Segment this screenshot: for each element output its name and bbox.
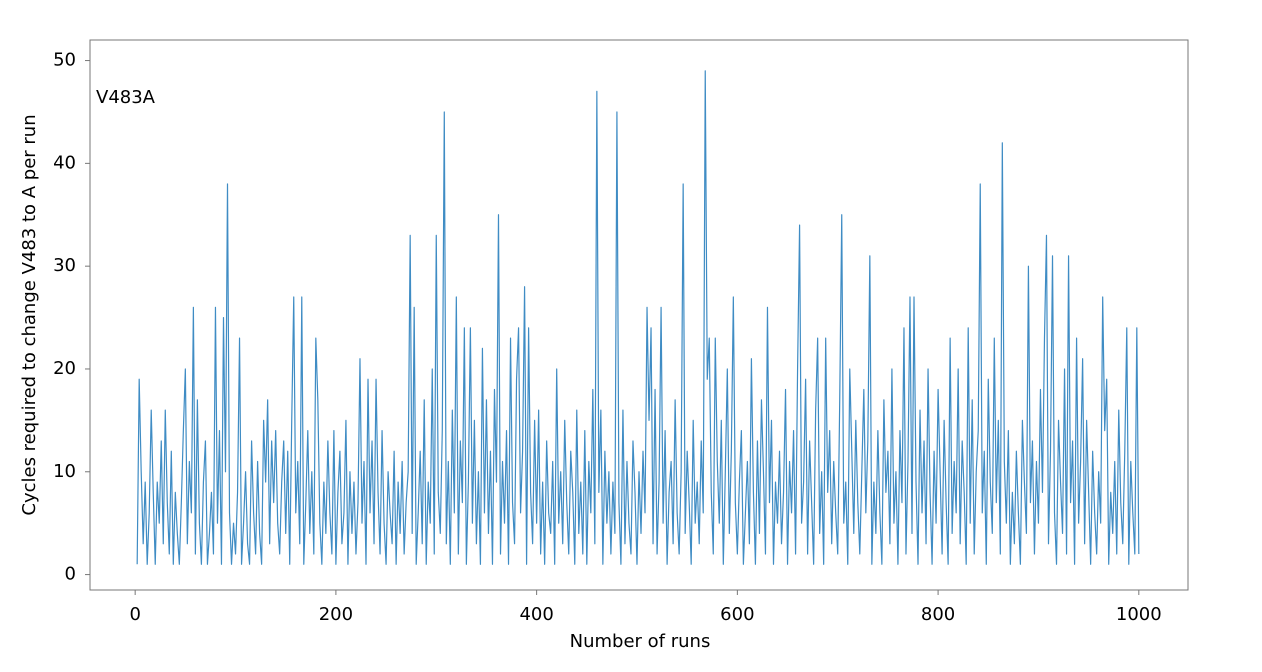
plot-frame: [89, 39, 1189, 591]
y-axis-label: Cycles required to change V483 to A per …: [19, 114, 40, 515]
y-tick-label: 0: [65, 564, 76, 585]
x-tick-label: 600: [720, 604, 754, 625]
x-tick-label: 400: [519, 604, 553, 625]
x-tick-label: 800: [921, 604, 955, 625]
x-axis-label: Number of runs: [570, 631, 711, 652]
x-tick-label: 200: [319, 604, 353, 625]
y-tick-label: 10: [53, 461, 76, 482]
x-tick-label: 1000: [1116, 604, 1162, 625]
x-tick-label: 0: [129, 604, 140, 625]
y-tick-label: 20: [53, 358, 76, 379]
y-tick-label: 50: [53, 50, 76, 71]
y-tick-label: 30: [53, 255, 76, 276]
annotation: V483A: [96, 87, 156, 108]
y-tick-label: 40: [53, 152, 76, 173]
data-line: [136, 70, 1140, 565]
